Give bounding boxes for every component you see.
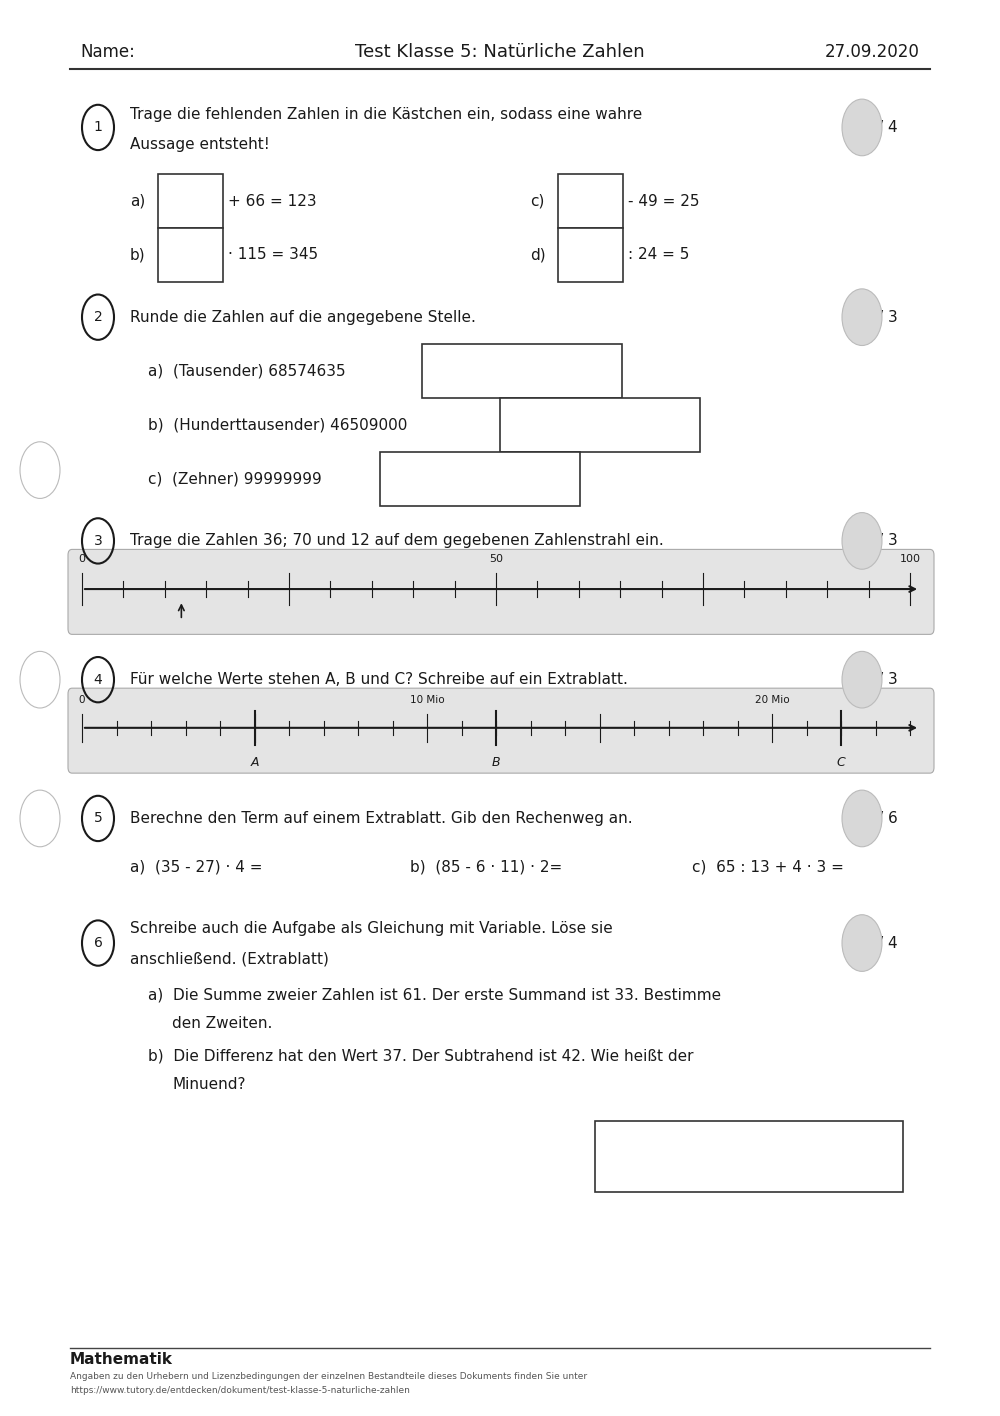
Text: 100: 100	[900, 554, 920, 564]
Text: / 4: / 4	[878, 936, 898, 950]
Text: 2: 2	[94, 310, 102, 324]
FancyBboxPatch shape	[422, 344, 622, 398]
Circle shape	[842, 289, 882, 346]
Text: 20 Mio: 20 Mio	[755, 695, 789, 705]
Text: Trage die Zahlen 36; 70 und 12 auf dem gegebenen Zahlenstrahl ein.: Trage die Zahlen 36; 70 und 12 auf dem g…	[130, 534, 664, 548]
Text: Mathematik: Mathematik	[70, 1352, 173, 1366]
Text: 0: 0	[79, 695, 85, 705]
Text: Für welche Werte stehen A, B und C? Schreibe auf ein Extrablatt.: Für welche Werte stehen A, B und C? Schr…	[130, 673, 628, 687]
Text: a)  (Tausender) 68574635: a) (Tausender) 68574635	[148, 364, 346, 378]
Text: : 24 = 5: : 24 = 5	[628, 248, 689, 262]
Text: Aussage entsteht!: Aussage entsteht!	[130, 137, 270, 152]
Text: d): d)	[530, 248, 546, 262]
Text: Trage die fehlenden Zahlen in die Kästchen ein, sodass eine wahre: Trage die fehlenden Zahlen in die Kästch…	[130, 108, 642, 122]
Text: Runde die Zahlen auf die angegebene Stelle.: Runde die Zahlen auf die angegebene Stel…	[130, 310, 476, 324]
FancyBboxPatch shape	[558, 174, 623, 228]
FancyBboxPatch shape	[380, 452, 580, 506]
Text: C: C	[837, 756, 845, 769]
Text: Test Klasse 5: Natürliche Zahlen: Test Klasse 5: Natürliche Zahlen	[355, 44, 645, 61]
Circle shape	[842, 651, 882, 708]
Text: 1: 1	[94, 120, 102, 135]
Text: b)  Die Differenz hat den Wert 37. Der Subtrahend ist 42. Wie heißt der: b) Die Differenz hat den Wert 37. Der Su…	[148, 1049, 694, 1063]
Text: a): a)	[130, 194, 145, 208]
Text: - 49 = 25: - 49 = 25	[628, 194, 700, 208]
FancyBboxPatch shape	[68, 549, 934, 634]
Text: / 6: / 6	[878, 811, 898, 826]
Text: / 4: / 4	[878, 120, 898, 135]
Text: den Zweiten.: den Zweiten.	[172, 1017, 272, 1031]
FancyBboxPatch shape	[158, 228, 223, 282]
Text: + 66 = 123: + 66 = 123	[228, 194, 317, 208]
Text: · 115 = 345: · 115 = 345	[228, 248, 318, 262]
Text: Name:: Name:	[80, 44, 135, 61]
Text: / 3: / 3	[878, 310, 898, 324]
FancyBboxPatch shape	[158, 174, 223, 228]
Circle shape	[842, 513, 882, 569]
FancyBboxPatch shape	[500, 398, 700, 452]
Text: Punkte:: Punkte:	[618, 1148, 681, 1165]
Text: c)  65 : 13 + 4 · 3 =: c) 65 : 13 + 4 · 3 =	[692, 860, 844, 874]
Text: 5: 5	[94, 811, 102, 826]
FancyBboxPatch shape	[68, 688, 934, 773]
Text: 50: 50	[489, 554, 503, 564]
Text: a)  (35 - 27) · 4 =: a) (35 - 27) · 4 =	[130, 860, 262, 874]
Text: Minuend?: Minuend?	[172, 1078, 246, 1092]
Text: / 23: / 23	[852, 1148, 890, 1165]
Text: B: B	[492, 756, 500, 769]
Text: 6: 6	[94, 936, 102, 950]
Text: / 3: / 3	[878, 673, 898, 687]
Circle shape	[842, 790, 882, 847]
Text: 27.09.2020: 27.09.2020	[825, 44, 920, 61]
Circle shape	[842, 99, 882, 156]
Text: 4: 4	[94, 673, 102, 687]
FancyBboxPatch shape	[558, 228, 623, 282]
Text: c)  (Zehner) 99999999: c) (Zehner) 99999999	[148, 472, 322, 486]
Text: b)  (85 - 6 · 11) · 2=: b) (85 - 6 · 11) · 2=	[410, 860, 562, 874]
Text: anschließend. (Extrablatt): anschließend. (Extrablatt)	[130, 952, 329, 966]
Text: b): b)	[130, 248, 146, 262]
Text: / 3: / 3	[878, 534, 898, 548]
Text: Schreibe auch die Aufgabe als Gleichung mit Variable. Löse sie: Schreibe auch die Aufgabe als Gleichung …	[130, 922, 613, 936]
Text: a)  Die Summe zweier Zahlen ist 61. Der erste Summand ist 33. Bestimme: a) Die Summe zweier Zahlen ist 61. Der e…	[148, 988, 721, 1003]
Text: Berechne den Term auf einem Extrablatt. Gib den Rechenweg an.: Berechne den Term auf einem Extrablatt. …	[130, 811, 633, 826]
Text: A: A	[250, 756, 259, 769]
Circle shape	[842, 915, 882, 971]
Text: b)  (Hunderttausender) 46509000: b) (Hunderttausender) 46509000	[148, 418, 407, 432]
Text: 0: 0	[78, 554, 86, 564]
Text: 3: 3	[94, 534, 102, 548]
Text: Angaben zu den Urhebern und Lizenzbedingungen der einzelnen Bestandteile dieses : Angaben zu den Urhebern und Lizenzbeding…	[70, 1372, 587, 1381]
Text: https://www.tutory.de/entdecken/dokument/test-klasse-5-naturliche-zahlen: https://www.tutory.de/entdecken/dokument…	[70, 1386, 410, 1395]
Text: c): c)	[530, 194, 544, 208]
Text: 10 Mio: 10 Mio	[410, 695, 444, 705]
FancyBboxPatch shape	[595, 1121, 903, 1192]
